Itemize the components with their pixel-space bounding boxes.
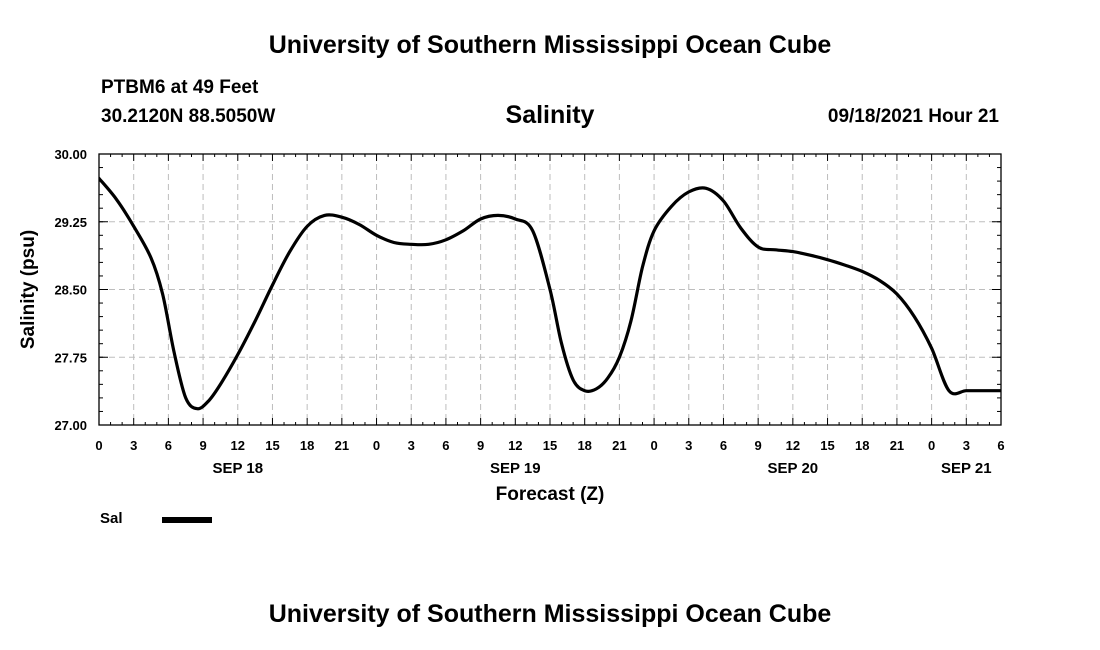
station-label: PTBM6 at 49 Feet	[101, 77, 259, 98]
x-tick-label: 21	[612, 438, 626, 453]
x-tick-label: 3	[685, 438, 692, 453]
x-tick-label: 3	[963, 438, 970, 453]
datetime-label: 09/18/2021 Hour 21	[827, 106, 999, 127]
x-tick-label: 18	[577, 438, 591, 453]
x-tick-label: 18	[855, 438, 869, 453]
y-tick-label: 29.25	[54, 215, 87, 230]
x-tick-label: 15	[543, 438, 557, 453]
x-tick-label: 9	[477, 438, 484, 453]
x-tick-label: 12	[508, 438, 522, 453]
legend-swatch	[162, 517, 212, 523]
legend-label: Sal	[100, 510, 123, 527]
x-axis-label: Forecast (Z)	[496, 484, 605, 505]
x-tick-label: 6	[997, 438, 1004, 453]
x-tick-label: 6	[165, 438, 172, 453]
y-tick-label: 28.50	[54, 283, 87, 298]
y-tick-label: 27.00	[54, 418, 87, 433]
x-tick-label: 15	[265, 438, 279, 453]
x-tick-label: 6	[442, 438, 449, 453]
date-label: SEP 21	[941, 460, 992, 477]
series-line-salinity	[99, 176, 1001, 411]
x-tick-label: 0	[95, 438, 102, 453]
date-label: SEP 20	[768, 460, 819, 477]
top-title: University of Southern Mississippi Ocean…	[268, 31, 832, 59]
chart-title: Salinity	[505, 101, 595, 129]
x-tick-label: 0	[650, 438, 657, 453]
x-tick-label: 3	[130, 438, 137, 453]
plot-frame	[98, 153, 1002, 426]
x-tick-label: 0	[373, 438, 380, 453]
x-tick-label: 0	[928, 438, 935, 453]
x-tick-label: 9	[199, 438, 206, 453]
x-tick-label: 9	[755, 438, 762, 453]
x-tick-label: 6	[720, 438, 727, 453]
y-tick-label: 27.75	[54, 350, 87, 365]
y-axis-label: Salinity (psu)	[18, 230, 39, 349]
date-label: SEP 19	[490, 460, 541, 477]
date-label: SEP 18	[212, 460, 263, 477]
x-tick-label: 15	[820, 438, 834, 453]
coordinates-label: 30.2120N 88.5050W	[101, 106, 276, 127]
x-tick-label: 12	[231, 438, 245, 453]
x-tick-label: 12	[786, 438, 800, 453]
x-tick-label: 21	[890, 438, 904, 453]
x-tick-label: 3	[408, 438, 415, 453]
x-tick-label: 18	[300, 438, 314, 453]
y-tick-label: 30.00	[54, 147, 87, 162]
x-tick-label: 21	[335, 438, 349, 453]
bottom-title: University of Southern Mississippi Ocean…	[268, 600, 832, 628]
